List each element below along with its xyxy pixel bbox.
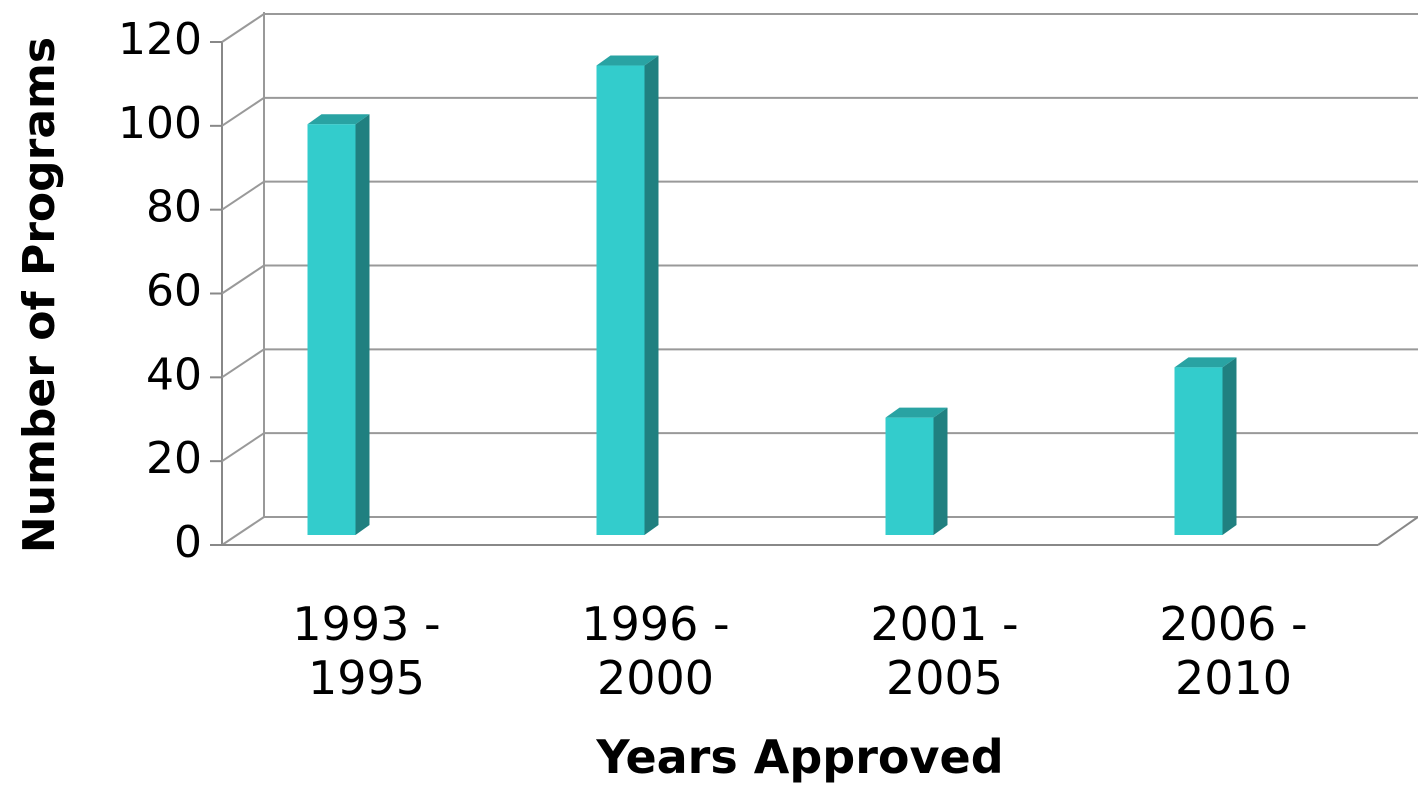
y-tick-label: 0 [174,517,202,568]
side-grid-line [221,432,265,462]
bar-side [355,114,370,535]
bar-side [933,407,948,535]
bar-top [307,114,370,125]
bar-top [885,407,948,418]
bar-top [596,55,659,66]
y-tick-label: 60 [146,266,202,317]
x-tick-label: 2001 - 2005 [870,597,1019,705]
x-tick-label: 2006 - 2010 [1159,597,1308,705]
side-grid-line [221,180,265,211]
bar [307,124,356,535]
x-tick-label: 1996 - 2000 [581,597,730,705]
y-axis-title: Number of Programs [14,37,65,553]
y-tick-label: 100 [118,98,202,149]
y-tick-label: 40 [146,349,202,400]
side-grid-line [221,516,265,546]
y-tick-label: 120 [118,14,202,65]
y-tick-label: 80 [146,182,202,233]
x-axis-title-text: Years Approved [596,730,1004,784]
bar [596,65,645,536]
floor-right [1377,516,1418,546]
side-grid-line [221,264,265,295]
side-grid-line [221,97,265,127]
bar-side [1222,357,1237,535]
bar [885,417,934,535]
x-tick-label: 1993 - 1995 [292,597,441,705]
x-axis-title: Years Approved [0,730,1418,784]
side-grid-line [221,348,265,379]
bar [1174,367,1223,535]
bar-side [644,55,659,536]
side-grid-line [221,13,265,43]
bar-top [1174,357,1237,368]
y-tick-label: 20 [146,433,202,484]
